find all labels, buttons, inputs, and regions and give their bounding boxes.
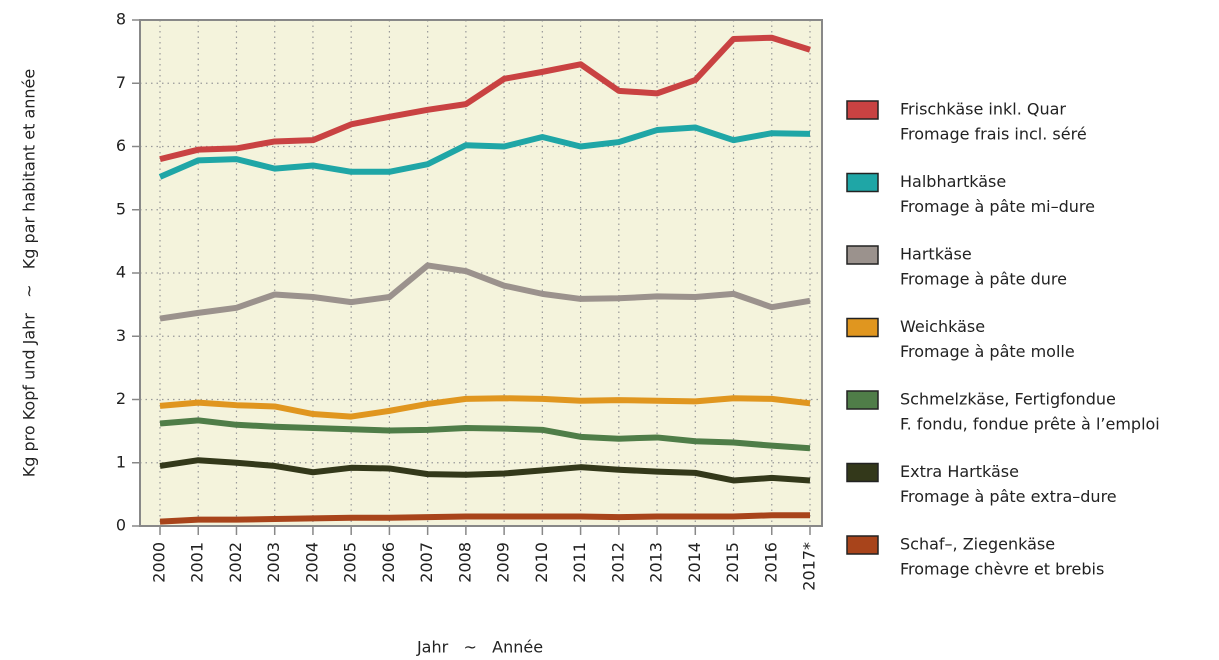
x-tick-label: 2008 xyxy=(455,542,474,583)
y-tick-label: 7 xyxy=(116,73,126,92)
y-tick-label: 8 xyxy=(116,10,126,29)
legend-label: Hartkäse xyxy=(900,245,972,264)
y-tick-label: 4 xyxy=(116,263,126,282)
legend-label: Fromage à pâte molle xyxy=(900,342,1075,361)
legend-label: Fromage frais incl. séré xyxy=(900,125,1087,144)
legend-swatch xyxy=(846,390,879,410)
x-tick-label: 2002 xyxy=(226,542,245,583)
series-line xyxy=(159,512,810,525)
x-tick-label: 2009 xyxy=(494,542,513,583)
x-tick-label: 2016 xyxy=(761,542,780,583)
legend-swatch xyxy=(846,172,879,193)
x-tick-label: 2001 xyxy=(188,542,207,583)
x-tick-label: 2006 xyxy=(379,542,398,583)
legend-label: Fromage à pâte dure xyxy=(900,270,1067,289)
x-tick-label: 2011 xyxy=(570,542,589,583)
y-tick-label: 3 xyxy=(116,326,126,345)
x-tick-label: 2013 xyxy=(647,542,666,583)
legend-label: Frischkäse inkl. Quar xyxy=(900,100,1066,119)
x-tick-label: 2015 xyxy=(723,542,742,583)
series-line xyxy=(158,124,811,180)
legend-label: Fromage à pâte extra–dure xyxy=(900,487,1117,506)
y-tick-label: 1 xyxy=(116,452,126,471)
x-tick-label: 2005 xyxy=(341,542,360,583)
x-tick-label: 2004 xyxy=(302,542,321,583)
y-axis-label: Kg pro Kopf und Jahr ~ Kg par habitant e… xyxy=(20,69,39,478)
legend-swatch xyxy=(846,462,879,483)
legend-label: Fromage à pâte mi–dure xyxy=(900,197,1095,216)
legend-swatch xyxy=(846,245,879,265)
legend-swatch xyxy=(846,100,879,120)
legend-label: Halbhartkäse xyxy=(900,172,1006,191)
x-tick-label: 2010 xyxy=(532,542,551,583)
series-line xyxy=(159,395,811,420)
series-line xyxy=(159,457,811,484)
series-line xyxy=(159,262,811,322)
legend-label: Schaf–, Ziegenkäse xyxy=(900,535,1055,554)
lines xyxy=(158,34,811,525)
series-line xyxy=(159,417,811,452)
y-tick-label: 6 xyxy=(116,136,126,155)
legend-label: F. fondu, fondue prête à l’emploi xyxy=(900,415,1160,434)
x-tick-label: 2012 xyxy=(608,542,627,583)
x-tick-label: 2007 xyxy=(417,542,436,583)
legend-label: Weichkäse xyxy=(900,317,985,336)
y-tick-label: 2 xyxy=(116,389,126,408)
series-line xyxy=(159,34,811,163)
x-tick-label: 2014 xyxy=(685,542,704,583)
legend-swatch xyxy=(846,317,879,338)
y-tick-label: 0 xyxy=(116,516,126,535)
legend-label: Schmelzkäse, Fertigfondue xyxy=(900,390,1116,409)
x-axis-label: Jahr ~ Année xyxy=(416,638,543,657)
x-tick-label: 2003 xyxy=(264,542,283,583)
legend-label: Extra Hartkäse xyxy=(900,462,1019,481)
legend-label: Fromage chèvre et brebis xyxy=(900,560,1104,579)
y-tick-label: 5 xyxy=(116,199,126,218)
x-tick-label: 2000 xyxy=(150,542,169,583)
x-tick-label: 2017* xyxy=(800,542,819,591)
legend-swatch xyxy=(846,535,879,555)
